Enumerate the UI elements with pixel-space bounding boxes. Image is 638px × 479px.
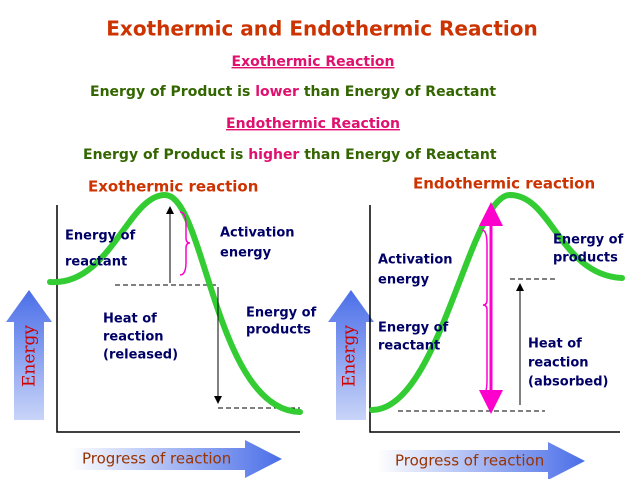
text-run: than Energy of Reactant <box>304 84 497 100</box>
label: reactant <box>378 339 440 354</box>
text-run: higher <box>248 147 299 163</box>
label: reaction <box>528 356 589 371</box>
axes <box>369 205 620 433</box>
text-run: lower <box>255 84 299 100</box>
label: Activation <box>220 226 295 241</box>
y-axis-label: Energy <box>340 325 360 387</box>
label: Heat of <box>528 337 582 352</box>
text-run: than Energy of Reactant <box>304 147 497 163</box>
energy-curve <box>369 191 625 413</box>
energy-curve <box>47 191 303 415</box>
label: Energy of <box>246 306 317 321</box>
label: Heat of <box>103 312 157 327</box>
label: Energy of <box>378 321 449 336</box>
endo-heading: Endothermic Reaction <box>226 116 400 132</box>
progress-arrow <box>70 440 282 478</box>
energy-arrow <box>328 290 374 420</box>
label: products <box>246 323 311 338</box>
label: Activation <box>378 253 453 268</box>
y-axis-label: Energy <box>20 325 40 387</box>
x-axis-label: Progress of reaction <box>395 452 544 470</box>
label: (released) <box>103 348 178 363</box>
title: Exothermic and Endothermic Reaction <box>106 17 537 41</box>
brace <box>481 229 488 396</box>
progress-arrow <box>378 442 585 479</box>
panel-title: Endothermic reaction <box>413 175 595 193</box>
panel-title: Exothermic reaction <box>88 178 258 196</box>
x-axis-label: Progress of reaction <box>82 450 231 468</box>
label: (absorbed) <box>528 375 608 390</box>
label: Energy of <box>553 233 624 248</box>
exo-statement: Energy of Product is lower than Energy o… <box>90 84 496 100</box>
label: energy <box>220 246 272 261</box>
brace <box>179 211 191 276</box>
text-run: Energy of Product is <box>83 147 243 163</box>
exo-heading: Exothermic Reaction <box>232 54 395 70</box>
label: Energy of <box>65 229 136 244</box>
endo-statement: Energy of Product is higher than Energy … <box>83 147 497 163</box>
label: reaction <box>103 330 164 345</box>
label: energy <box>378 273 430 288</box>
energy-arrow <box>6 290 52 420</box>
label: reactant <box>65 255 127 270</box>
text-run: Energy of Product is <box>90 84 250 100</box>
label: products <box>553 251 618 266</box>
